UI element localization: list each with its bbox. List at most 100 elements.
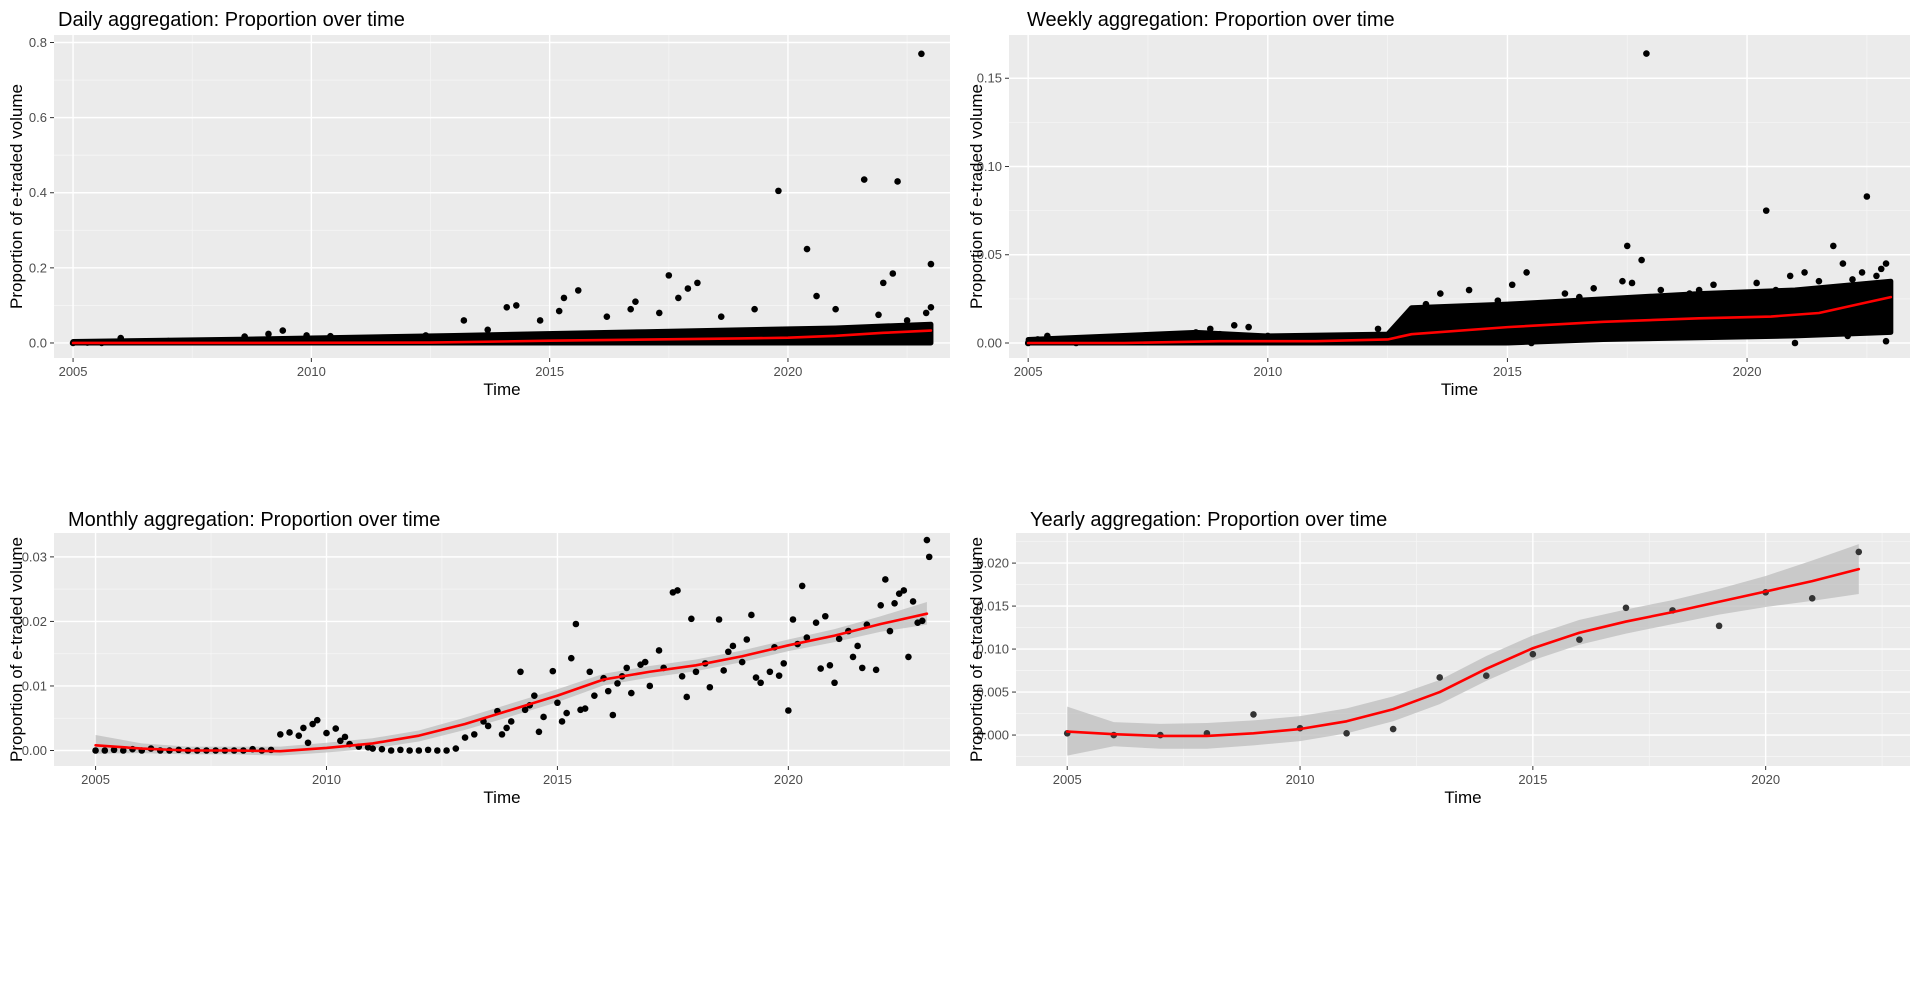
y-axis-label: Proportion of e-traded volume [7, 537, 26, 762]
data-point [397, 746, 404, 754]
data-point [1623, 242, 1631, 250]
y-tick-label: 0.015 [976, 599, 1009, 614]
x-tick-label: 2010 [1286, 772, 1315, 787]
data-point [422, 332, 430, 339]
data-point [895, 590, 903, 597]
x-tick-label: 2005 [81, 772, 110, 787]
chart-title: Monthly aggregation: Proportion over tim… [68, 509, 440, 531]
data-point [567, 654, 575, 662]
data-point [277, 731, 284, 738]
data-point [323, 729, 330, 737]
y-tick-label: 0.0 [29, 335, 47, 350]
data-point [303, 332, 310, 339]
data-point [1398, 322, 1406, 329]
data-point [785, 707, 792, 714]
data-point [1389, 725, 1397, 733]
data-point [387, 747, 395, 754]
data-point [925, 553, 933, 561]
y-tick-label: 0.00 [977, 335, 1002, 350]
data-point [894, 178, 901, 185]
data-point [581, 705, 589, 712]
data-point [1638, 256, 1645, 264]
data-point [826, 662, 834, 669]
data-point [1456, 334, 1463, 342]
data-point [665, 272, 673, 279]
trend-line [71, 329, 933, 345]
data-point [460, 317, 468, 324]
data-point [1753, 279, 1760, 287]
data-point [1216, 330, 1224, 338]
data-point [1436, 674, 1444, 681]
x-tick-label: 2010 [297, 364, 326, 379]
plot-background [54, 35, 950, 358]
data-point [1808, 595, 1816, 602]
data-point [923, 536, 931, 544]
data-point [1882, 337, 1890, 345]
data-point [632, 298, 639, 305]
data-point [1044, 332, 1051, 340]
data-point [1710, 281, 1717, 289]
data-point [540, 713, 547, 721]
chart-title: Daily aggregation: Proportion over time [58, 9, 405, 31]
data-point [1374, 325, 1382, 333]
y-tick-label: 0.10 [977, 159, 1002, 174]
data-point [751, 305, 758, 313]
data-point [678, 672, 686, 680]
data-point [1877, 265, 1885, 273]
data-point [406, 747, 413, 754]
data-point [803, 634, 811, 641]
data-point [1647, 329, 1655, 336]
data-point [688, 615, 695, 623]
data-point [1264, 332, 1272, 340]
data-point [1230, 322, 1238, 329]
data-point [434, 747, 441, 754]
data-point [517, 668, 524, 676]
data-point [332, 725, 340, 732]
data-point [743, 636, 751, 643]
data-point [119, 747, 127, 754]
data-point [1343, 730, 1350, 737]
data-point [1772, 286, 1780, 294]
data-point [92, 747, 99, 754]
y-tick-label: 0.000 [976, 728, 1009, 743]
x-axis-label: Time [1444, 788, 1481, 807]
data-point [877, 601, 885, 609]
data-point [1422, 300, 1430, 308]
data-point [879, 279, 887, 287]
x-tick-label: 2020 [1733, 364, 1762, 379]
y-tick-label: 0.8 [29, 35, 47, 50]
data-point [1250, 711, 1257, 718]
data-point [484, 326, 492, 334]
data-point [560, 294, 568, 302]
data-point [674, 587, 681, 594]
y-axis-label: Proportion of e-traded volume [7, 84, 26, 309]
data-point [1192, 329, 1200, 336]
y-tick-label: 0.15 [977, 71, 1002, 86]
data-point [1858, 269, 1866, 276]
data-point [117, 334, 125, 342]
data-point [614, 680, 621, 687]
data-point [886, 627, 894, 635]
data-point [1408, 313, 1415, 320]
chart-title: Yearly aggregation: Proportion over time [1030, 509, 1387, 531]
chart-svg: 2005 2010 2015 2020 0.000 0.005 0.010 0.015 0.02… [967, 509, 1910, 807]
data-point [752, 674, 760, 681]
data-point [1762, 207, 1770, 214]
x-tick-label: 2005 [1014, 364, 1043, 379]
chart-panel-monthly: 2005 2010 2015 2020 0.00 0.01 0.02 0.03 Monthly … [0, 496, 960, 992]
data-point [872, 666, 880, 674]
x-tick-label: 2010 [1253, 364, 1282, 379]
data-point [903, 317, 911, 324]
data-point [875, 311, 882, 319]
data-point [1715, 622, 1723, 630]
data-point [858, 664, 866, 672]
x-axis-label: Time [483, 380, 520, 399]
data-point [1839, 260, 1847, 267]
data-point [1508, 281, 1516, 289]
data-point [1523, 269, 1530, 276]
data-point [813, 292, 820, 300]
chart-panel-daily: 2005 2010 2015 2020 0.0 0.2 0.4 0.6 0.8 Daily agg… [0, 0, 960, 496]
x-tick-label: 2020 [774, 772, 803, 787]
y-axis-label: Proportion of e-traded volume [967, 84, 986, 309]
y-tick-label: 0.02 [22, 614, 47, 629]
